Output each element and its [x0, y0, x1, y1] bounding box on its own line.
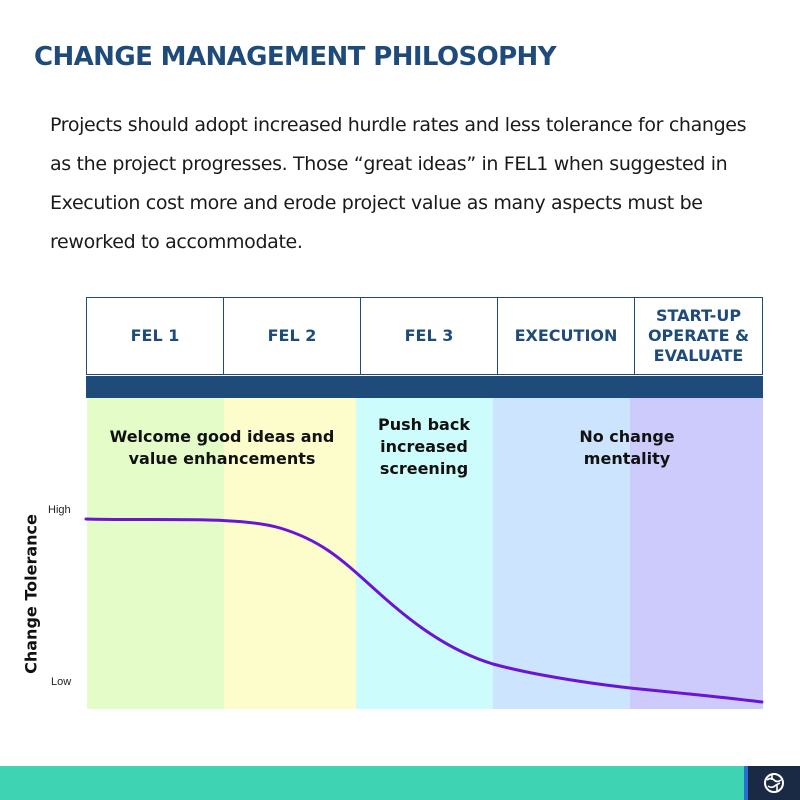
phase-label: FEL 3	[404, 326, 454, 345]
phase-fel1: FEL 1	[86, 297, 224, 375]
phase-fel3: FEL 3	[360, 297, 498, 375]
y-axis-title: Change Tolerance	[21, 514, 41, 674]
phase-label: START-UP OPERATE & EVALUATE	[647, 306, 750, 365]
phase-header-row: FEL 1 FEL 2 FEL 3 EXECUTION START-UP OPE…	[86, 297, 763, 377]
footer-bar	[0, 766, 800, 800]
phase-label: FEL 2	[267, 326, 317, 345]
phase-label: FEL 1	[130, 326, 180, 345]
phase-label: EXECUTION	[514, 326, 618, 345]
label-welcome-ideas: Welcome good ideas and value enhancement…	[109, 427, 335, 468]
phase-execution: EXECUTION	[497, 297, 635, 375]
y-axis-high-label: High	[48, 504, 71, 516]
label-no-change: No change mentality	[579, 427, 675, 468]
slide-title: CHANGE MANAGEMENT PHILOSOPHY	[34, 42, 557, 72]
globe-logo-icon	[764, 773, 784, 793]
phase-startup: START-UP OPERATE & EVALUATE	[634, 297, 763, 375]
phase-header-bar	[86, 376, 763, 398]
body-paragraph: Projects should adopt increased hurdle r…	[50, 114, 747, 253]
label-push-back: Push back increased screening	[378, 415, 470, 478]
phase-fel2: FEL 2	[223, 297, 361, 375]
y-axis-low-label: Low	[51, 676, 72, 688]
logo	[744, 766, 800, 800]
